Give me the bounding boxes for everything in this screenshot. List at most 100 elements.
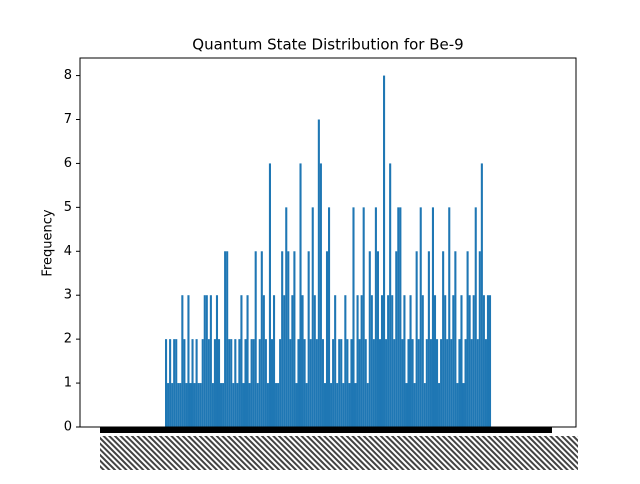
bar [175, 339, 178, 427]
bar [395, 251, 398, 427]
bar [330, 383, 333, 427]
bar [374, 207, 377, 427]
bar [209, 295, 212, 427]
bar [444, 295, 447, 427]
bar [272, 295, 276, 427]
bar [179, 383, 182, 427]
bar [244, 339, 247, 427]
bar [358, 339, 361, 427]
bar [167, 383, 170, 427]
bar [476, 339, 479, 427]
bar [228, 339, 231, 427]
bar [262, 295, 265, 427]
bar [240, 295, 243, 427]
y-tick-label: 0 [64, 420, 72, 435]
bar [387, 295, 390, 427]
bar [303, 339, 306, 427]
bar [340, 339, 343, 427]
bar [409, 295, 412, 427]
bar [405, 383, 408, 427]
bar [185, 383, 188, 427]
bar [256, 383, 259, 427]
y-tick-label: 3 [64, 288, 72, 303]
bar [391, 295, 394, 427]
bar [317, 119, 320, 427]
bar [321, 339, 324, 427]
bar [440, 339, 443, 427]
bar [165, 339, 168, 427]
bar [177, 383, 180, 427]
bar [325, 251, 329, 427]
bar [313, 295, 316, 427]
bar [480, 163, 483, 427]
bar [211, 383, 214, 427]
bar [411, 339, 414, 427]
bar [336, 383, 339, 427]
bar [478, 251, 481, 427]
bar [279, 339, 282, 427]
bar [268, 163, 271, 427]
bar [460, 295, 463, 427]
bar [456, 383, 459, 427]
bar [462, 383, 465, 427]
bar [222, 383, 225, 427]
bar [401, 339, 404, 427]
bar [372, 339, 375, 427]
bar [287, 251, 290, 427]
bar [254, 251, 257, 427]
bar [368, 251, 371, 427]
y-tick-label: 4 [64, 244, 72, 259]
bar [466, 251, 469, 427]
y-tick-label: 5 [64, 200, 72, 215]
bar [448, 207, 451, 427]
bar [283, 295, 286, 427]
bar [220, 383, 223, 427]
y-axis-label: Frequency [41, 209, 56, 276]
bar [435, 339, 439, 427]
bar [191, 339, 194, 427]
bar [376, 251, 379, 427]
bar [429, 339, 432, 427]
bar [171, 383, 174, 427]
bar [360, 295, 363, 427]
bar [421, 295, 424, 427]
bar [350, 339, 353, 427]
bar [248, 383, 251, 427]
bar [301, 295, 304, 427]
bar [205, 295, 208, 427]
bar [252, 339, 255, 427]
bar [183, 339, 186, 427]
bar [415, 251, 418, 427]
bar [193, 383, 196, 427]
bar [234, 339, 237, 427]
bar [468, 295, 471, 427]
bar [258, 339, 261, 427]
bar [311, 207, 314, 427]
bar [299, 163, 302, 427]
bar [230, 339, 233, 427]
bar [242, 383, 245, 427]
bar [181, 295, 184, 427]
bar [334, 295, 337, 427]
bar [399, 207, 402, 427]
bar [260, 251, 263, 427]
bar [187, 295, 190, 427]
x-tick-labels-overlap [100, 436, 578, 470]
bar [270, 339, 274, 427]
bar [484, 339, 487, 427]
bar [442, 251, 445, 427]
chart-title: Quantum State Distribution for Be-9 [192, 36, 463, 54]
bar [362, 207, 365, 427]
y-tick-label: 6 [64, 156, 72, 171]
bar [383, 75, 386, 428]
bar [419, 207, 422, 427]
bar [433, 295, 437, 427]
y-tick-label: 8 [64, 68, 72, 83]
bar [189, 383, 192, 427]
bar [201, 339, 204, 427]
bar [289, 339, 292, 427]
bar [450, 339, 453, 427]
bar [338, 339, 341, 427]
bar [250, 339, 253, 427]
bar [291, 295, 294, 427]
